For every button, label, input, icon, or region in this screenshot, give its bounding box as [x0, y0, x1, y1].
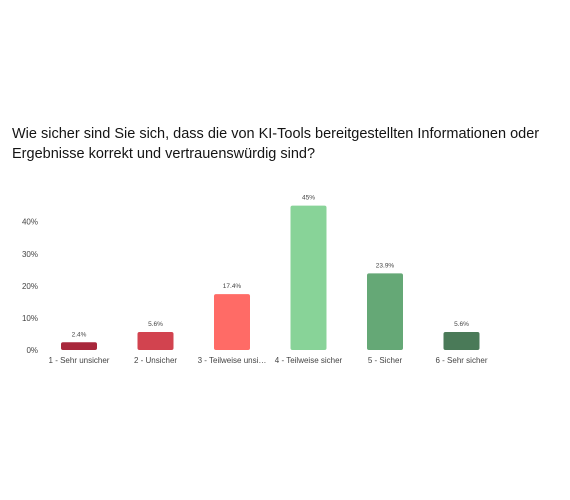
data-label-3: 17.4% [223, 283, 242, 290]
x-category-label-4: 4 - Teilweise sicher [275, 356, 343, 365]
x-axis: 1 - Sehr unsicher 2 - Unsicher 3 - Teilwei… [49, 356, 488, 365]
bars [61, 205, 480, 350]
x-category-label-1: 1 - Sehr unsicher [49, 356, 110, 365]
bar-2 [137, 332, 174, 350]
data-label-2: 5.6% [148, 321, 163, 328]
x-category-label-2: 2 - Unsicher [134, 356, 177, 365]
data-label-6: 5.6% [454, 321, 469, 328]
data-label-4: 45% [302, 195, 315, 202]
y-tick-label: 0% [26, 346, 38, 355]
bar-3 [214, 294, 250, 350]
x-category-label-3: 3 - Teilweise unsi… [198, 356, 267, 365]
y-tick-label: 10% [22, 314, 38, 323]
chart-title: Wie sicher sind Sie sich, dass die von K… [12, 126, 540, 162]
bar-5 [367, 273, 403, 350]
data-label-1: 2.4% [72, 331, 87, 338]
x-category-label-5: 5 - Sicher [368, 356, 403, 365]
data-labels: 2.4% 5.6% 17.4% 45% 23.9% 5.6% [72, 195, 470, 339]
bar-6 [443, 332, 480, 350]
y-tick-label: 20% [22, 282, 38, 291]
data-label-5: 23.9% [376, 262, 395, 269]
bar-4 [290, 205, 327, 350]
x-category-label-6: 6 - Sehr sicher [435, 356, 487, 365]
y-axis: 0% 10% 20% 30% 40% [22, 218, 38, 355]
bar-1 [61, 342, 97, 350]
y-tick-label: 30% [22, 250, 38, 259]
y-tick-label: 40% [22, 218, 38, 227]
